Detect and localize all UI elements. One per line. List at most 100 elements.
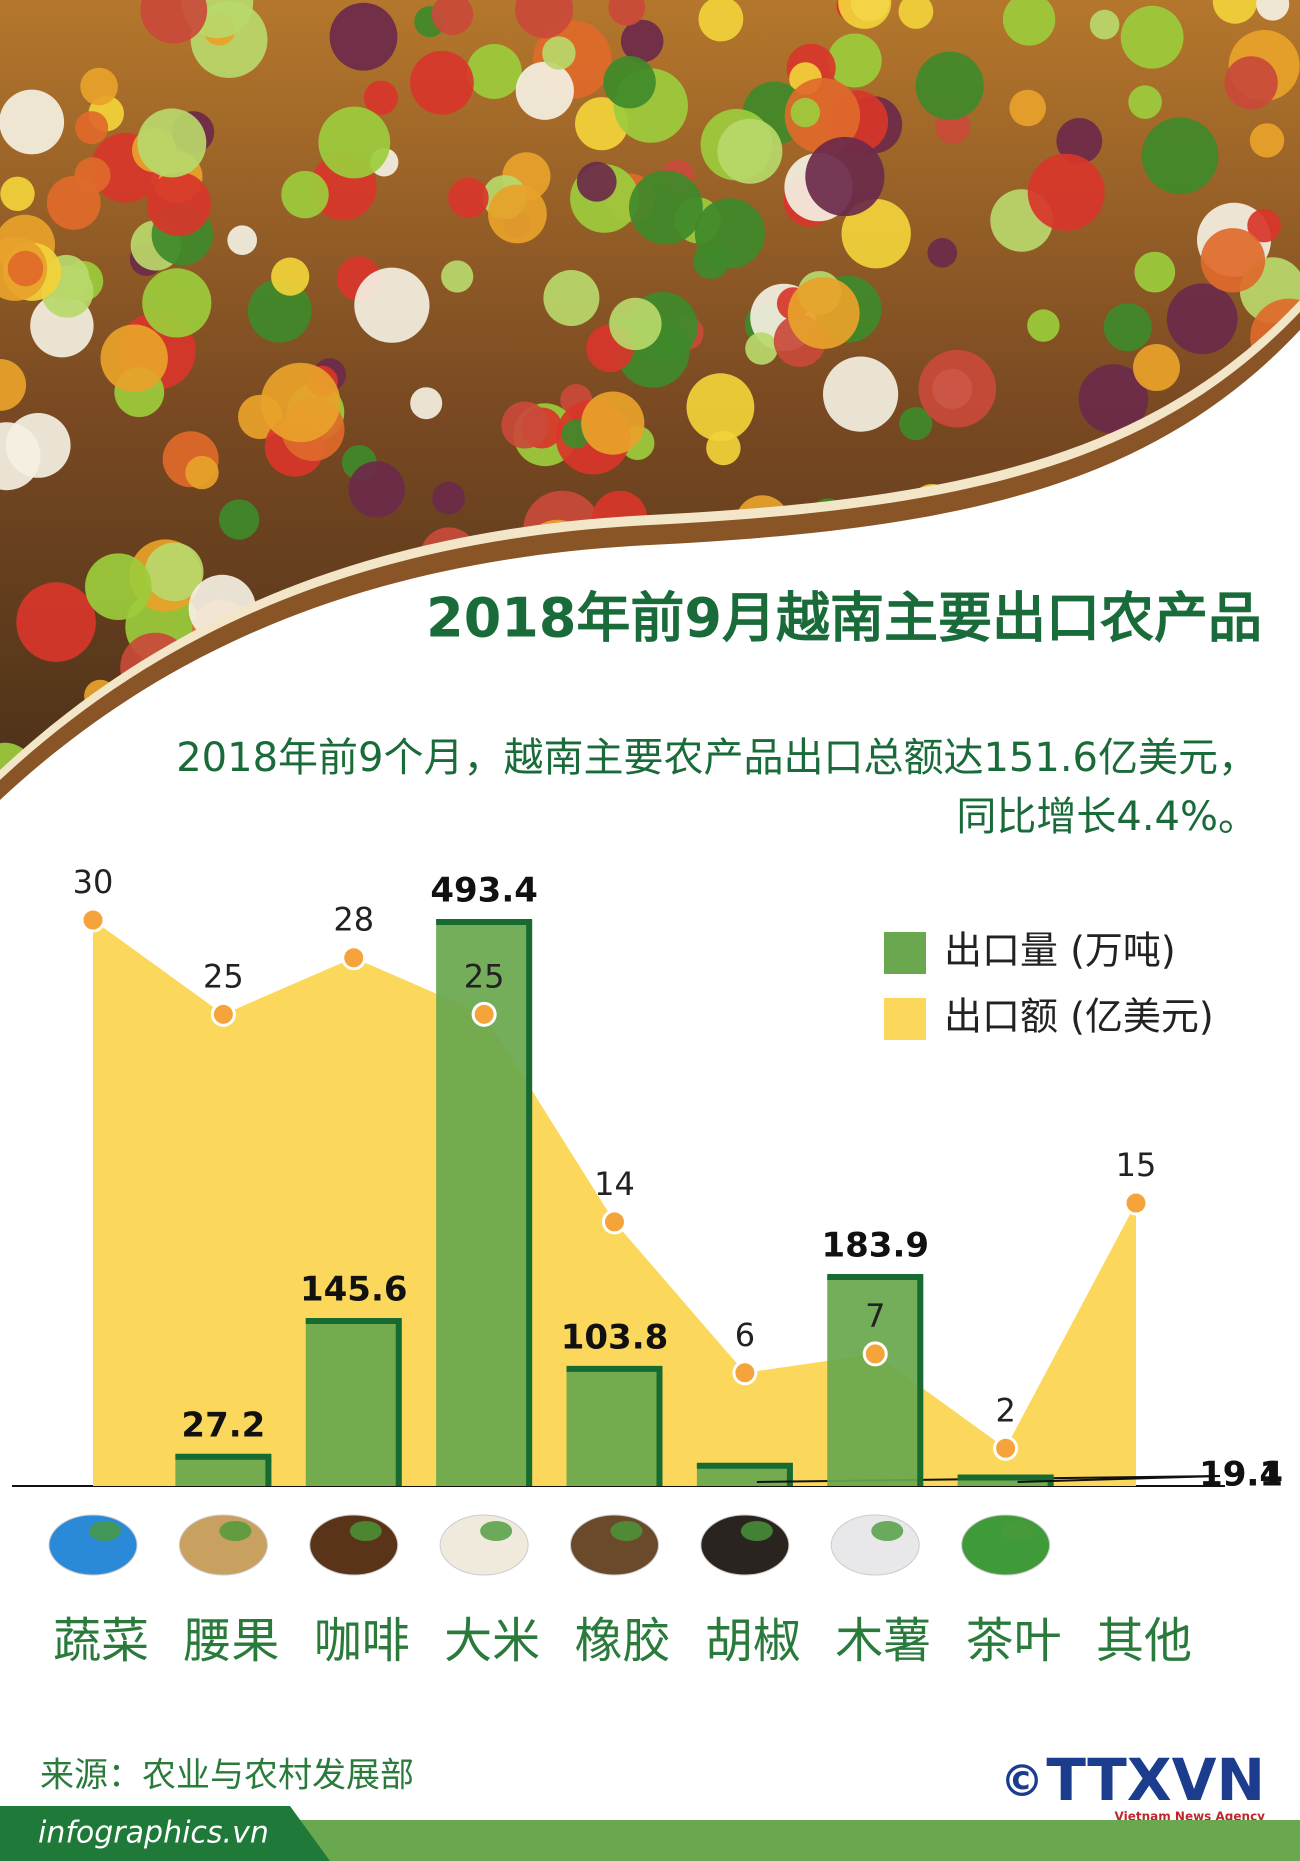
fruit [784,78,861,154]
category-label: 咖啡 [314,1613,410,1669]
fruit [441,260,474,293]
fruit [1256,0,1290,21]
category-label: 茶叶 [966,1613,1062,1669]
bar-value-label: 9.1 [1223,1455,1283,1495]
chart-title: 2018年前9月越南主要出口农产品 [426,587,1262,650]
fruit [899,407,933,441]
fruit [7,250,44,287]
source: 来源：农业与农村发展部 [40,1756,414,1796]
bar [305,1318,402,1486]
fruit [260,362,341,443]
area-value-label: 2 [995,1391,1015,1429]
area-value-label: 14 [594,1165,635,1203]
category-icon [178,1514,268,1576]
fruit [1009,89,1046,127]
area-point [1123,1190,1149,1216]
leader-line [1017,1475,1221,1483]
bar-edge [696,1462,793,1486]
fruit [805,136,885,217]
bar-value-label: 493.4 [430,871,538,911]
area-point [732,1360,758,1386]
category-icon-detail [349,1521,382,1541]
fruit [348,461,405,518]
bar [827,1275,924,1486]
area-value-label: 28 [333,901,374,939]
category-label: 腰果 [183,1613,279,1669]
fruit [581,391,645,455]
fruit [1128,85,1162,119]
area-point [602,1209,627,1235]
fruit [927,238,958,268]
fruit [1249,123,1285,158]
fruit [142,268,212,338]
fruit [1133,344,1180,391]
category-icon [700,1514,790,1576]
fruit [609,297,662,351]
category-icon-detail [89,1521,121,1541]
category-icon [48,1514,138,1576]
fruit [271,257,310,296]
website: infographics.vn [38,1816,269,1851]
legend-swatch [884,932,926,974]
bar-edge [305,1317,402,1486]
fruit [16,582,96,662]
fruit [185,455,219,490]
fruit [431,0,474,36]
category-icon-detail [480,1521,513,1541]
fruit [1103,303,1152,352]
fruit [1141,117,1219,195]
bar-value-label: 103.8 [561,1317,669,1357]
category-label: 大米 [444,1613,540,1669]
fruit [448,177,489,219]
fruit [745,332,778,365]
fruit [629,170,703,245]
fruit [1247,208,1281,243]
fruit [603,55,656,109]
area-point [210,1001,236,1027]
area-point [471,1001,497,1027]
bar-edge [175,1453,272,1486]
fruit [1078,364,1149,434]
fruit [898,0,934,29]
fruit [1089,9,1120,40]
area-point [80,907,106,933]
fruit [608,0,646,26]
fruit [1224,56,1278,110]
bar-edge [827,1274,924,1486]
category-icon-detail [1001,1521,1034,1541]
fruit [717,118,783,184]
fruit [410,387,443,420]
fruit [318,106,391,179]
fruit [841,199,911,269]
fruit [1056,117,1103,164]
fruit [74,157,111,194]
legend-label: 出口量 (万吨) [944,929,1176,973]
fruit [410,50,474,115]
area-value-label: 6 [735,1316,755,1354]
fruit [466,44,522,99]
fruit [515,0,574,39]
fruit [515,61,574,120]
bar-value-label: 183.9 [821,1226,929,1266]
bar-value-label: 27.2 [181,1405,265,1445]
area-value-label: 15 [1116,1146,1157,1184]
fruit [787,277,860,349]
fruit [918,349,997,428]
fruit [0,176,35,211]
fruit [329,2,398,71]
area-point [341,945,367,971]
area-value-label: 25 [464,957,505,995]
fruit [620,19,664,63]
category-label: 胡椒 [705,1613,801,1669]
fruit [915,51,984,120]
fruit [281,170,329,219]
category-icon [309,1514,399,1576]
fruit [75,111,109,145]
area-point [993,1435,1019,1461]
area-value-label: 7 [865,1297,885,1335]
fruit [1002,0,1056,46]
fruit [1134,251,1176,293]
fruit [686,373,755,442]
fruit [0,422,41,491]
bar [696,1463,793,1486]
